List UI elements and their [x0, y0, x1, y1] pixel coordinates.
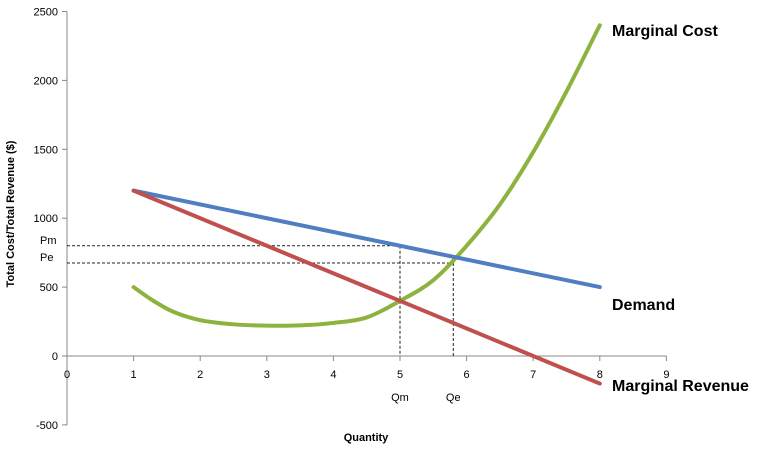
axes: 2500 2000 1500 1000 500 0 -500 0 1 2 3 4 5 6 7 8 9 — [34, 7, 670, 432]
y-tick-label: 0 — [52, 351, 58, 363]
x-tick-label: 4 — [330, 369, 336, 381]
x-tick-label: 6 — [464, 369, 470, 381]
x-tick-label: 9 — [663, 369, 669, 381]
y-axis-title: Total Cost/Total Revenue ($) — [5, 140, 17, 287]
x-axis-title: Quantity — [344, 432, 389, 444]
y-tick-label: 2000 — [34, 75, 58, 87]
marginal-cost-line — [131, 23, 602, 328]
x-tick-label: 7 — [530, 369, 536, 381]
marginal-revenue-label: Marginal Revenue — [612, 378, 749, 395]
x-tick-label: 5 — [397, 369, 403, 381]
x-tick-label: 3 — [264, 369, 270, 381]
y-tick-label: 500 — [40, 282, 58, 294]
qm-label: Qm — [391, 392, 409, 404]
y-tick-label: 1500 — [34, 144, 58, 156]
x-tick-label: 1 — [131, 369, 137, 381]
y-tick-label: 2500 — [34, 7, 58, 19]
labels: Marginal Cost Demand Marginal Revenue Pm Pe Q… — [40, 23, 749, 404]
marginal-cost-label: Marginal Cost — [612, 23, 718, 40]
pm-label: Pm — [40, 235, 57, 247]
x-tick-label: 2 — [197, 369, 203, 381]
x-tick-label: 8 — [597, 369, 603, 381]
x-tick-label: 0 — [64, 369, 70, 381]
demand-line — [131, 188, 602, 290]
marginal-revenue-line — [131, 188, 602, 386]
demand-label: Demand — [612, 297, 675, 314]
qe-label: Qe — [446, 392, 461, 404]
y-tick-label: 1000 — [34, 213, 58, 225]
y-tick-label: -500 — [36, 420, 58, 432]
series-lines — [131, 23, 602, 386]
pe-label: Pe — [40, 252, 53, 264]
